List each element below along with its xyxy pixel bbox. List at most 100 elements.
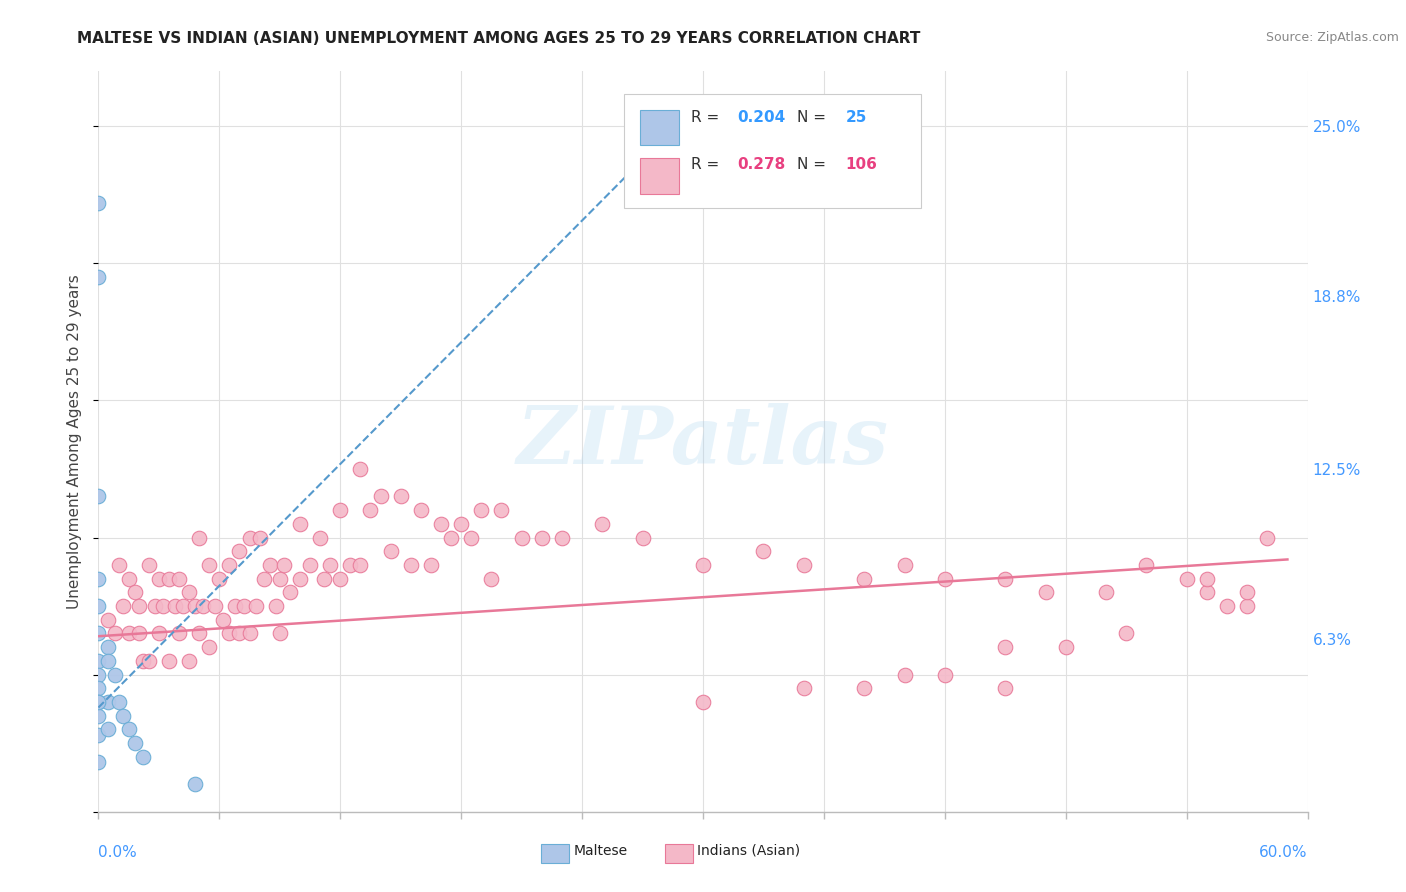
Point: [157, 572, 180, 586]
Text: 25: 25: [845, 110, 868, 125]
Point: [934, 667, 956, 681]
Point: [314, 572, 336, 586]
Point: [253, 572, 276, 586]
Point: [172, 599, 194, 613]
Point: [224, 599, 246, 613]
Point: [111, 599, 134, 613]
FancyBboxPatch shape: [624, 94, 921, 209]
Point: [232, 599, 254, 613]
Point: [329, 503, 352, 517]
Point: [420, 558, 443, 572]
Point: [204, 599, 226, 613]
Point: [87, 756, 110, 770]
Point: [1095, 585, 1118, 599]
Point: [470, 503, 492, 517]
Text: R =: R =: [690, 110, 724, 125]
Point: [218, 558, 240, 572]
Point: [1054, 640, 1077, 655]
Point: [212, 613, 235, 627]
Point: [994, 681, 1017, 696]
Point: [349, 558, 371, 572]
Point: [278, 585, 301, 599]
Point: [179, 585, 201, 599]
Point: [360, 503, 382, 517]
Point: [157, 654, 180, 668]
Point: [124, 736, 146, 750]
Point: [87, 489, 110, 503]
Point: [893, 667, 915, 681]
Point: [793, 558, 815, 572]
Point: [1195, 572, 1218, 586]
Point: [167, 572, 190, 586]
Point: [994, 640, 1017, 655]
Point: [87, 695, 110, 709]
Point: [97, 613, 120, 627]
Point: [107, 558, 129, 572]
Point: [934, 572, 956, 586]
Text: Source: ZipAtlas.com: Source: ZipAtlas.com: [1265, 31, 1399, 45]
Point: [994, 572, 1017, 586]
Point: [143, 599, 166, 613]
Point: [389, 489, 412, 503]
Point: [132, 654, 155, 668]
Text: Maltese: Maltese: [574, 844, 627, 858]
Point: [97, 640, 120, 655]
Point: [380, 544, 402, 558]
Point: [188, 626, 211, 640]
Point: [118, 626, 141, 640]
Point: [138, 558, 160, 572]
Point: [87, 270, 110, 285]
Point: [264, 599, 287, 613]
Point: [409, 503, 432, 517]
Point: [430, 516, 453, 531]
Point: [103, 626, 125, 640]
Point: [218, 626, 240, 640]
Point: [87, 695, 110, 709]
Point: [103, 667, 125, 681]
Text: 0.204: 0.204: [737, 110, 785, 125]
Point: [591, 516, 613, 531]
Point: [288, 516, 311, 531]
Bar: [640, 110, 679, 145]
Point: [198, 558, 221, 572]
Point: [97, 654, 120, 668]
Point: [793, 681, 815, 696]
Point: [450, 516, 472, 531]
Point: [399, 558, 422, 572]
Point: [249, 531, 271, 545]
Point: [481, 572, 503, 586]
Point: [87, 728, 110, 742]
Point: [179, 654, 201, 668]
Point: [184, 599, 207, 613]
Point: [491, 503, 513, 517]
Point: [118, 572, 141, 586]
Point: [138, 654, 160, 668]
Point: [97, 723, 120, 737]
Point: [87, 667, 110, 681]
Y-axis label: Unemployment Among Ages 25 to 29 years: Unemployment Among Ages 25 to 29 years: [67, 274, 83, 609]
Point: [87, 572, 110, 586]
Point: [1115, 626, 1137, 640]
Point: [107, 695, 129, 709]
Point: [269, 626, 291, 640]
Point: [124, 585, 146, 599]
Point: [288, 572, 311, 586]
Point: [319, 558, 342, 572]
Point: [551, 531, 574, 545]
Point: [1256, 531, 1278, 545]
Point: [339, 558, 361, 572]
Point: [269, 572, 291, 586]
Point: [1195, 585, 1218, 599]
Point: [510, 531, 533, 545]
Point: [118, 723, 141, 737]
Point: [87, 681, 110, 696]
Text: Indians (Asian): Indians (Asian): [697, 844, 800, 858]
Point: [349, 462, 371, 476]
Point: [299, 558, 322, 572]
Bar: [640, 158, 679, 194]
Point: [128, 599, 150, 613]
Point: [692, 558, 714, 572]
Point: [309, 531, 332, 545]
Point: [87, 626, 110, 640]
Point: [167, 626, 190, 640]
